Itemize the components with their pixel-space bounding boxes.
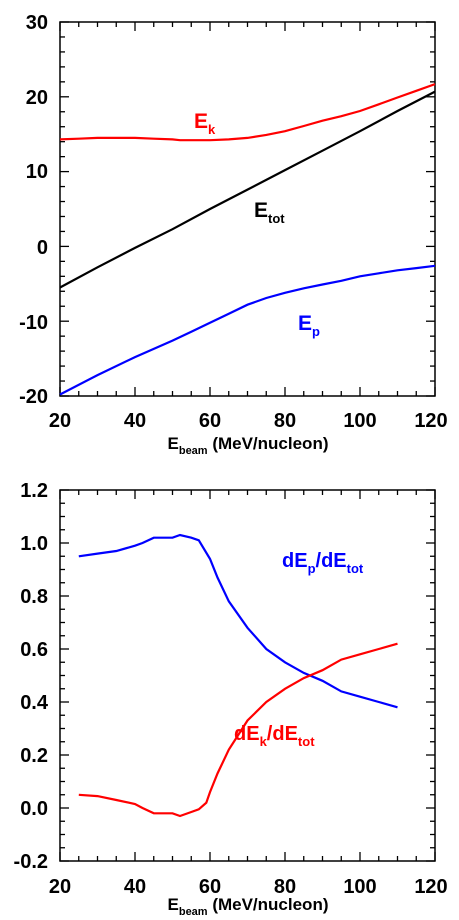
top-x-tick-label: 80 <box>274 410 296 432</box>
bottom-x-tick-label: 80 <box>274 876 296 898</box>
bottom-x-tick-label: 60 <box>199 876 221 898</box>
label-ep-sub: p <box>312 324 320 339</box>
label-dek: dEk/dEtot <box>234 723 315 749</box>
top-y-tick-label: 20 <box>26 87 48 109</box>
bottom-y-tick-label: 1.0 <box>20 533 48 555</box>
bottom-y-tick-label: 0.0 <box>20 798 48 820</box>
label-ep: Ep <box>298 312 320 339</box>
label-ek: Ek <box>194 110 216 137</box>
series-line-dep <box>78 533 398 709</box>
top-y-tick-label: -20 <box>19 386 48 408</box>
top-chart: 30 20 10 0 -10 -20 20 40 60 80 100 120 E… <box>19 12 448 457</box>
series-line-etot <box>59 90 436 289</box>
label-ek-sub: k <box>208 122 216 137</box>
bottom-xlabel-rest: (MeV/nucleon) <box>208 895 329 914</box>
label-ek-main: E <box>194 110 208 133</box>
bottom-y-tick-label: 1.2 <box>20 480 48 502</box>
bottom-chart: 1.2 1.0 0.8 0.6 0.4 0.2 0.0 -0.2 20 40 6… <box>14 480 448 918</box>
top-xlabel-main: E <box>168 434 179 453</box>
bottom-xlabel-main: E <box>168 895 179 914</box>
label-etot: Etot <box>254 199 285 226</box>
series-line-ek <box>59 83 436 142</box>
top-x-tick-label: 120 <box>414 410 447 432</box>
bottom-y-tick-label: 0.4 <box>20 692 49 714</box>
label-etot-sub: tot <box>268 211 285 226</box>
bottom-x-tick-label: 100 <box>343 876 376 898</box>
label-etot-main: E <box>254 199 268 222</box>
bottom-y-tick-label: -0.2 <box>14 851 48 873</box>
top-x-tick-label: 60 <box>199 410 221 432</box>
top-x-tick-label: 40 <box>124 410 146 432</box>
bottom-x-tick-label: 20 <box>49 876 71 898</box>
top-x-tick-label: 20 <box>49 410 71 432</box>
label-dep-a: dE <box>282 550 308 572</box>
top-y-tick-label: 30 <box>26 12 48 34</box>
top-xlabel-sub: beam <box>179 445 208 457</box>
label-dek-b: /dE <box>267 723 298 745</box>
label-dep: dEp/dEtot <box>282 550 364 576</box>
label-dep-a-sub: p <box>308 561 316 576</box>
label-dep-b: /dE <box>316 550 347 572</box>
top-x-axis-title: Ebeam (MeV/nucleon) <box>168 434 329 457</box>
bottom-x-tick-label: 40 <box>124 876 146 898</box>
bottom-x-axis-title: Ebeam (MeV/nucleon) <box>168 895 329 918</box>
label-dek-b-sub: tot <box>298 734 315 749</box>
series-line-ep <box>59 264 436 396</box>
label-dep-b-sub: tot <box>347 561 364 576</box>
top-y-tick-label: 10 <box>26 161 48 183</box>
bottom-x-tick-label: 120 <box>414 876 447 898</box>
top-y-tick-label: -10 <box>19 312 48 334</box>
bottom-y-tick-label: 0.6 <box>20 639 48 661</box>
bottom-tick-marks <box>59 489 436 862</box>
label-dek-a-sub: k <box>260 734 268 749</box>
top-tick-marks <box>59 21 436 397</box>
top-xlabel-rest: (MeV/nucleon) <box>208 434 329 453</box>
bottom-y-tick-label: 0.2 <box>20 745 48 767</box>
top-plot-frame <box>59 21 436 397</box>
bottom-xlabel-sub: beam <box>179 906 208 918</box>
top-y-tick-label: 0 <box>37 237 48 259</box>
bottom-plot-frame <box>59 489 436 862</box>
label-dek-a: dE <box>234 723 260 745</box>
label-ep-main: E <box>298 312 312 335</box>
bottom-y-tick-label: 0.8 <box>20 586 48 608</box>
top-x-tick-label: 100 <box>343 410 376 432</box>
series-line-dek <box>78 642 398 818</box>
